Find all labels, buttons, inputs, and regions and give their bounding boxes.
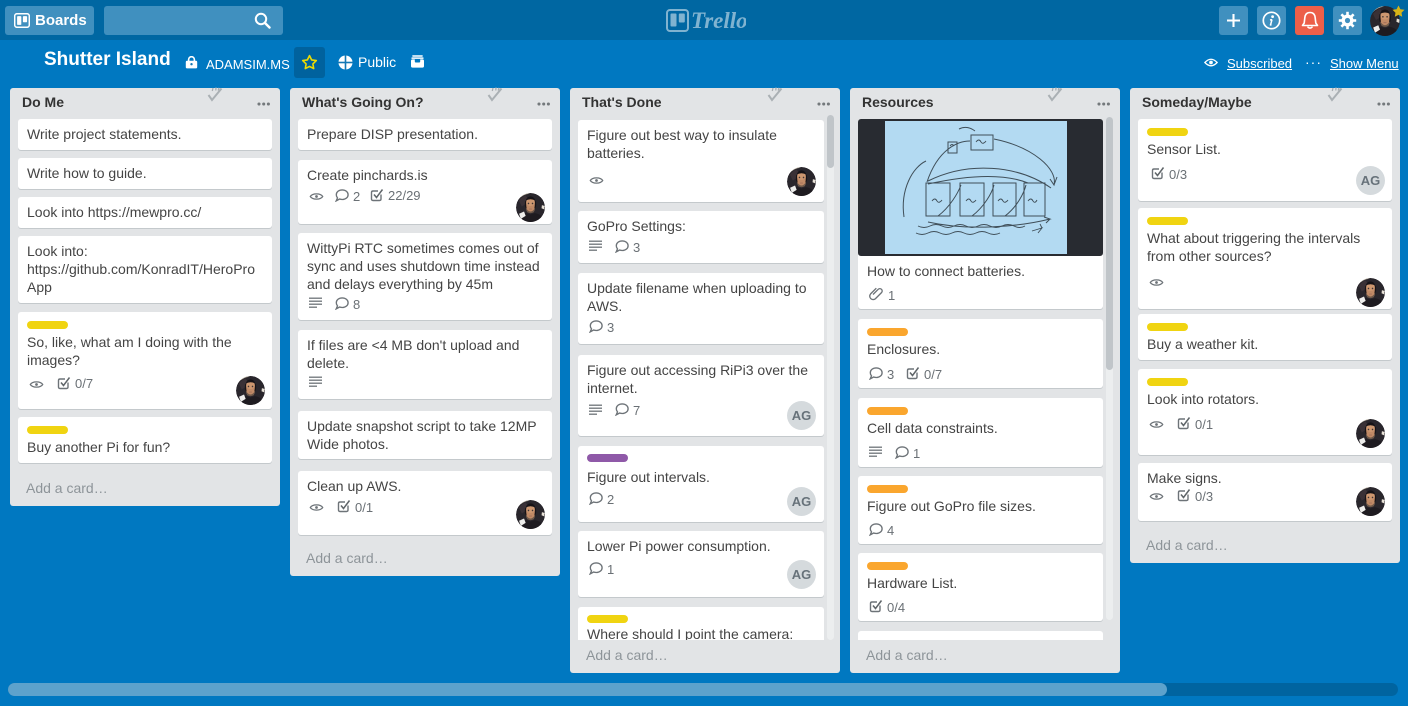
svg-text:Trello: Trello — [691, 8, 746, 33]
